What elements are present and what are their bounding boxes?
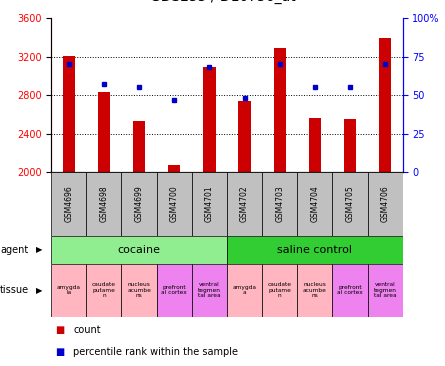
Bar — [227, 264, 262, 317]
Bar — [262, 172, 297, 236]
Bar — [262, 264, 297, 317]
Text: ■: ■ — [56, 325, 65, 335]
Text: amygda
a: amygda a — [233, 285, 256, 295]
Bar — [274, 48, 286, 172]
Text: caudate
putame
n: caudate putame n — [92, 282, 116, 298]
Bar — [121, 172, 157, 236]
Bar — [227, 236, 403, 264]
Text: GSM4700: GSM4700 — [170, 186, 179, 223]
Text: GSM4696: GSM4696 — [64, 186, 73, 223]
Text: GSM4698: GSM4698 — [99, 186, 109, 223]
Bar — [368, 264, 403, 317]
Text: count: count — [73, 325, 101, 335]
Bar — [344, 119, 356, 172]
Bar — [168, 165, 180, 172]
Text: amygda
la: amygda la — [57, 285, 81, 295]
Bar — [379, 38, 391, 172]
Bar — [157, 172, 192, 236]
Text: nucleus
acumbe
ns: nucleus acumbe ns — [303, 282, 327, 298]
Text: caudate
putame
n: caudate putame n — [268, 282, 291, 298]
Text: ventral
tegmen
tal area: ventral tegmen tal area — [374, 282, 396, 298]
Text: GSM4706: GSM4706 — [380, 186, 390, 223]
Bar — [51, 236, 227, 264]
Text: nucleus
acumbe
ns: nucleus acumbe ns — [127, 282, 151, 298]
Text: cocaine: cocaine — [117, 245, 161, 255]
Text: GSM4702: GSM4702 — [240, 186, 249, 223]
Bar — [332, 172, 368, 236]
Bar — [86, 172, 121, 236]
Bar — [86, 264, 121, 317]
Text: GSM4701: GSM4701 — [205, 186, 214, 223]
Text: agent: agent — [0, 245, 28, 255]
Text: GSM4703: GSM4703 — [275, 186, 284, 223]
Bar — [63, 56, 75, 172]
Bar — [192, 264, 227, 317]
Text: ventral
tegmen
tal area: ventral tegmen tal area — [198, 282, 221, 298]
Bar — [239, 101, 251, 172]
Text: prefront
al cortex: prefront al cortex — [162, 285, 187, 295]
Bar — [227, 172, 262, 236]
Bar — [309, 118, 321, 172]
Text: ▶: ▶ — [36, 285, 42, 295]
Text: saline control: saline control — [277, 245, 352, 255]
Bar — [51, 264, 86, 317]
Bar — [297, 264, 332, 317]
Bar — [98, 92, 110, 172]
Text: prefront
al cortex: prefront al cortex — [337, 285, 363, 295]
Text: ■: ■ — [56, 347, 65, 357]
Bar — [332, 264, 368, 317]
Text: ▶: ▶ — [36, 245, 42, 254]
Bar — [368, 172, 403, 236]
Bar — [157, 264, 192, 317]
Bar — [121, 264, 157, 317]
Text: GDS255 / D10756_at: GDS255 / D10756_at — [150, 0, 295, 4]
Text: GSM4699: GSM4699 — [134, 186, 144, 223]
Bar — [133, 121, 145, 172]
Bar — [203, 67, 215, 172]
Bar — [51, 172, 86, 236]
Bar — [192, 172, 227, 236]
Text: GSM4704: GSM4704 — [310, 186, 320, 223]
Text: GSM4705: GSM4705 — [345, 186, 355, 223]
Bar — [297, 172, 332, 236]
Text: tissue: tissue — [0, 285, 29, 295]
Text: percentile rank within the sample: percentile rank within the sample — [73, 347, 239, 357]
